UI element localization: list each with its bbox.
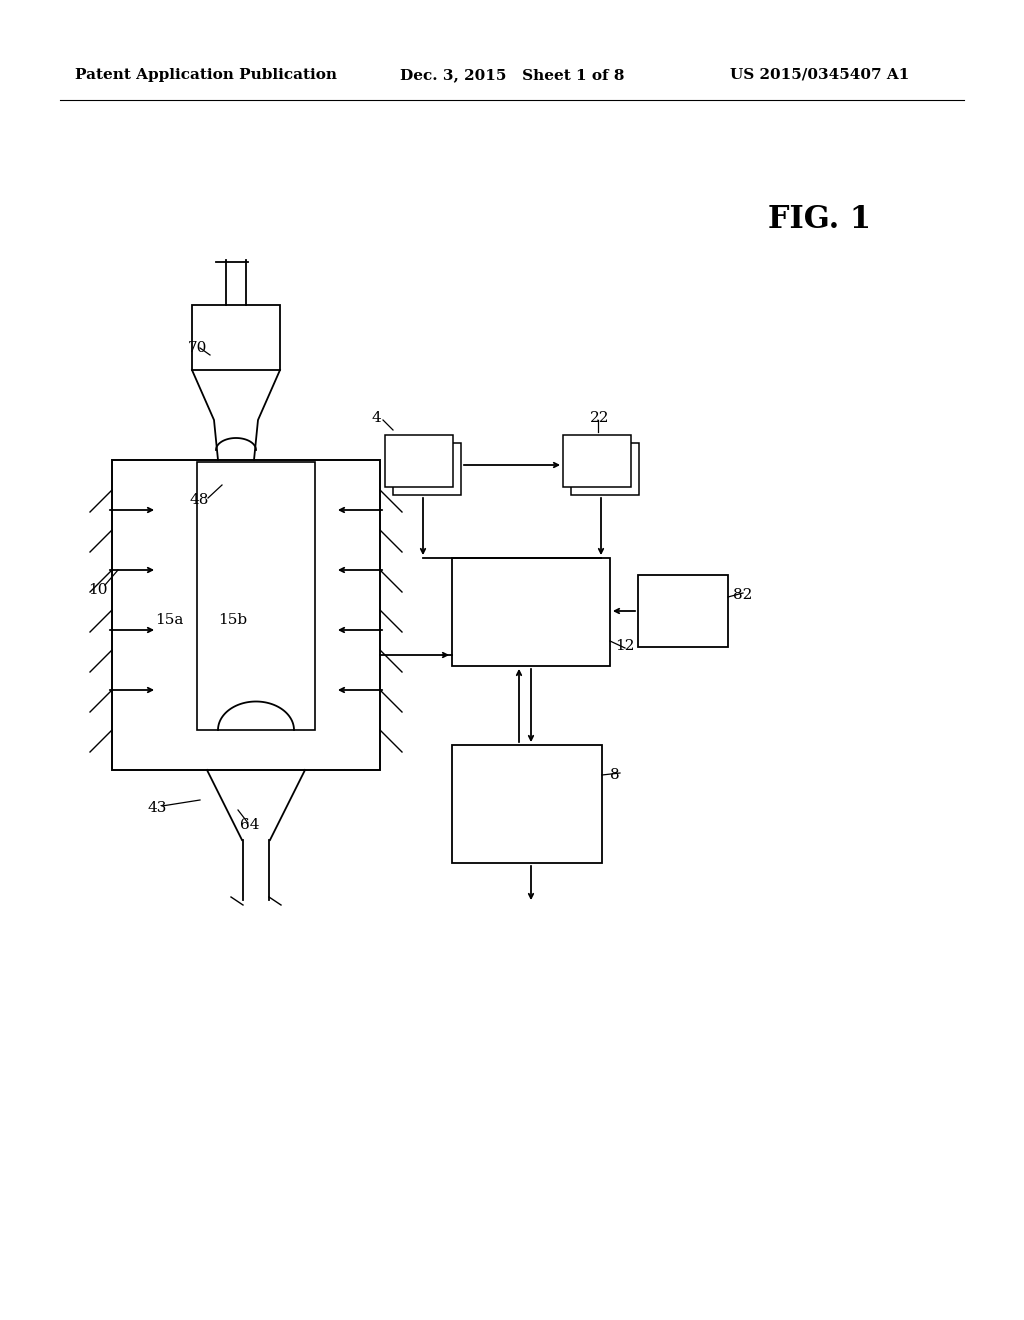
Text: US 2015/0345407 A1: US 2015/0345407 A1 xyxy=(730,69,909,82)
Text: 4: 4 xyxy=(372,411,382,425)
Text: FIG. 1: FIG. 1 xyxy=(768,205,871,235)
Bar xyxy=(563,436,631,487)
Bar xyxy=(452,744,602,863)
Text: 43: 43 xyxy=(148,801,167,814)
Text: 48: 48 xyxy=(190,492,209,507)
Bar xyxy=(385,436,453,487)
Text: Patent Application Publication: Patent Application Publication xyxy=(75,69,337,82)
Text: 8: 8 xyxy=(610,768,620,781)
Text: 22: 22 xyxy=(590,411,609,425)
Text: Dec. 3, 2015   Sheet 1 of 8: Dec. 3, 2015 Sheet 1 of 8 xyxy=(400,69,625,82)
Text: 15a: 15a xyxy=(155,612,183,627)
Bar xyxy=(393,444,461,495)
Text: 15b: 15b xyxy=(218,612,247,627)
Text: 12: 12 xyxy=(615,639,635,653)
Bar xyxy=(193,305,280,370)
Text: 10: 10 xyxy=(88,583,108,597)
Bar xyxy=(638,576,728,647)
Text: 64: 64 xyxy=(240,818,259,832)
Text: 70: 70 xyxy=(188,341,208,355)
Text: 82: 82 xyxy=(733,587,753,602)
Bar xyxy=(197,462,315,730)
Bar xyxy=(452,558,610,667)
Bar xyxy=(571,444,639,495)
Bar xyxy=(112,459,380,770)
